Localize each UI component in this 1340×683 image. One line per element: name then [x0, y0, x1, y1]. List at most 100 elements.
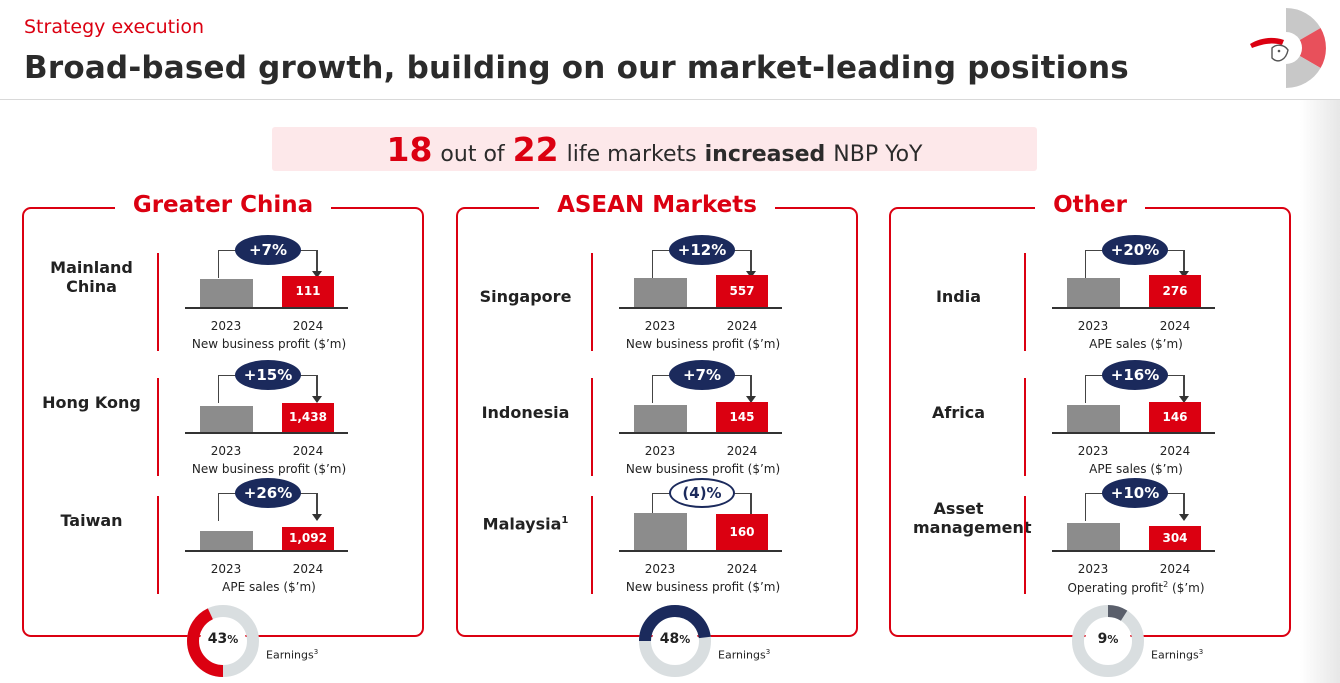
panel-greater-china: Greater China Mainland China +7% 111 2023 202…	[22, 192, 424, 637]
earnings-label-text: Earnings	[718, 648, 766, 662]
panel-asean-markets: ASEAN Markets Singapore +12% 557 2023 2024 New…	[456, 192, 858, 637]
right-edge-shadow	[1300, 100, 1340, 683]
metric-caption: New business profit ($’m)	[174, 462, 364, 476]
market-name: Singapore	[479, 287, 572, 306]
yoy-change-badge: +20%	[1102, 235, 1168, 265]
market-name: Africa	[932, 403, 985, 422]
metric-text: Operating profit	[1067, 581, 1164, 595]
earnings-label: Earnings3	[1151, 648, 1203, 662]
market-name: India	[935, 287, 982, 306]
market-name: Malaysia	[482, 514, 562, 534]
market-name: Asset management	[913, 499, 1032, 537]
bar-2023	[200, 279, 253, 307]
page-title: Broad-based growth, building on our mark…	[24, 50, 1129, 86]
row-divider	[1024, 496, 1026, 594]
row-divider	[1024, 378, 1026, 476]
yoy-change-badge: +12%	[669, 235, 735, 265]
footnote-marker: 2	[1163, 580, 1169, 589]
yoy-change-badge: +16%	[1102, 360, 1168, 390]
metric-text: APE sales ($’m)	[1089, 337, 1183, 351]
panel-other: Other India +20% 276 2023 2024 APE sales ($’m)…	[889, 192, 1291, 637]
bar-2023	[634, 405, 687, 432]
connector-drop	[1183, 250, 1185, 272]
connector-drop	[316, 250, 318, 272]
earnings-share-value: 9%	[1078, 631, 1138, 647]
bar-2024: 111	[282, 276, 334, 307]
market-row: Mainland China +7% 111 2023 2024 New business…	[24, 235, 422, 357]
market-row: India +20% 276 2023 2024 APE sales ($’m)	[891, 235, 1289, 357]
metric-text: New business profit ($’m)	[625, 462, 781, 476]
bar-baseline	[619, 550, 782, 552]
earnings-label: Earnings3	[266, 648, 318, 662]
row-divider	[1024, 253, 1026, 351]
bar-baseline	[619, 307, 782, 309]
earnings-share-arc	[639, 605, 711, 677]
bar-2024: 557	[716, 275, 768, 307]
market-row: Indonesia +7% 145 2023 2024 New business prof…	[458, 360, 856, 482]
footnote-marker: 3	[765, 648, 771, 656]
year-label-2024: 2024	[1159, 444, 1191, 458]
year-label-2023: 2023	[1077, 319, 1109, 333]
bar-baseline	[619, 432, 782, 434]
row-divider	[591, 378, 593, 476]
market-name: Mainland China	[50, 258, 133, 296]
earnings-share-number: 9	[1097, 631, 1108, 647]
arrow-down-icon	[746, 271, 756, 278]
bar-baseline	[1052, 550, 1215, 552]
market-label: Singapore	[458, 287, 593, 306]
metric-text: APE sales ($’m)	[222, 580, 316, 594]
connector-drop	[1183, 493, 1185, 515]
markets-total-count: 22	[512, 130, 559, 169]
year-label-2024: 2024	[726, 562, 758, 576]
banner-text-4: NBP YoY	[833, 142, 923, 167]
earnings-share-unit: %	[679, 633, 691, 646]
year-label-2024: 2024	[726, 319, 758, 333]
bar-2023	[1067, 523, 1120, 550]
bar-2024: 304	[1149, 526, 1201, 550]
earnings-share-unit: %	[1107, 633, 1119, 646]
year-label-2023: 2023	[1077, 562, 1109, 576]
year-label-2023: 2023	[644, 444, 676, 458]
headline-banner: 18 out of 22 life markets increased NBP …	[272, 127, 1037, 171]
bar-2023	[634, 278, 687, 307]
bar-2023	[634, 513, 687, 550]
metric-caption: New business profit ($’m)	[608, 462, 798, 476]
metric-text: New business profit ($’m)	[191, 462, 347, 476]
section-kicker: Strategy execution	[24, 16, 205, 38]
banner-text-1: out of	[440, 142, 505, 167]
metric-caption: APE sales ($’m)	[1041, 337, 1231, 351]
footnote-marker: 3	[313, 648, 319, 656]
banner-text-3: increased	[704, 142, 826, 167]
connector-drop	[1183, 375, 1185, 397]
row-divider	[157, 496, 159, 594]
market-label: Africa	[891, 403, 1026, 422]
yoy-change-badge: +7%	[669, 360, 735, 390]
year-label-2023: 2023	[644, 319, 676, 333]
year-label-2023: 2023	[210, 319, 242, 333]
panel-title: Greater China	[114, 192, 332, 218]
market-label: India	[891, 287, 1026, 306]
yoy-change-badge: +15%	[235, 360, 301, 390]
bar-2024: 276	[1149, 275, 1201, 307]
earnings-share-value: 43%	[193, 631, 253, 647]
metric-caption: New business profit ($’m)	[608, 580, 798, 594]
market-label: Hong Kong	[24, 393, 159, 412]
metric-caption: New business profit ($’m)	[608, 337, 798, 351]
footnote-marker: 1	[561, 515, 569, 526]
earnings-share-arc	[1072, 605, 1144, 677]
row-divider	[591, 253, 593, 351]
earnings-share-value: 48%	[645, 631, 705, 647]
panel-title: Other	[1035, 192, 1145, 218]
metric-caption: New business profit ($’m)	[174, 337, 364, 351]
metric-text: New business profit ($’m)	[191, 337, 347, 351]
connector-drop	[750, 250, 752, 272]
market-row: Africa +16% 146 2023 2024 APE sales ($’m)	[891, 360, 1289, 482]
markets-increased-count: 18	[386, 130, 433, 169]
header-divider	[0, 99, 1340, 100]
arrow-down-icon	[312, 396, 322, 403]
connector-drop	[316, 375, 318, 397]
bar-baseline	[1052, 432, 1215, 434]
market-label: Mainland China	[24, 258, 159, 296]
earnings-share-unit: %	[227, 633, 239, 646]
year-label-2023: 2023	[210, 562, 242, 576]
